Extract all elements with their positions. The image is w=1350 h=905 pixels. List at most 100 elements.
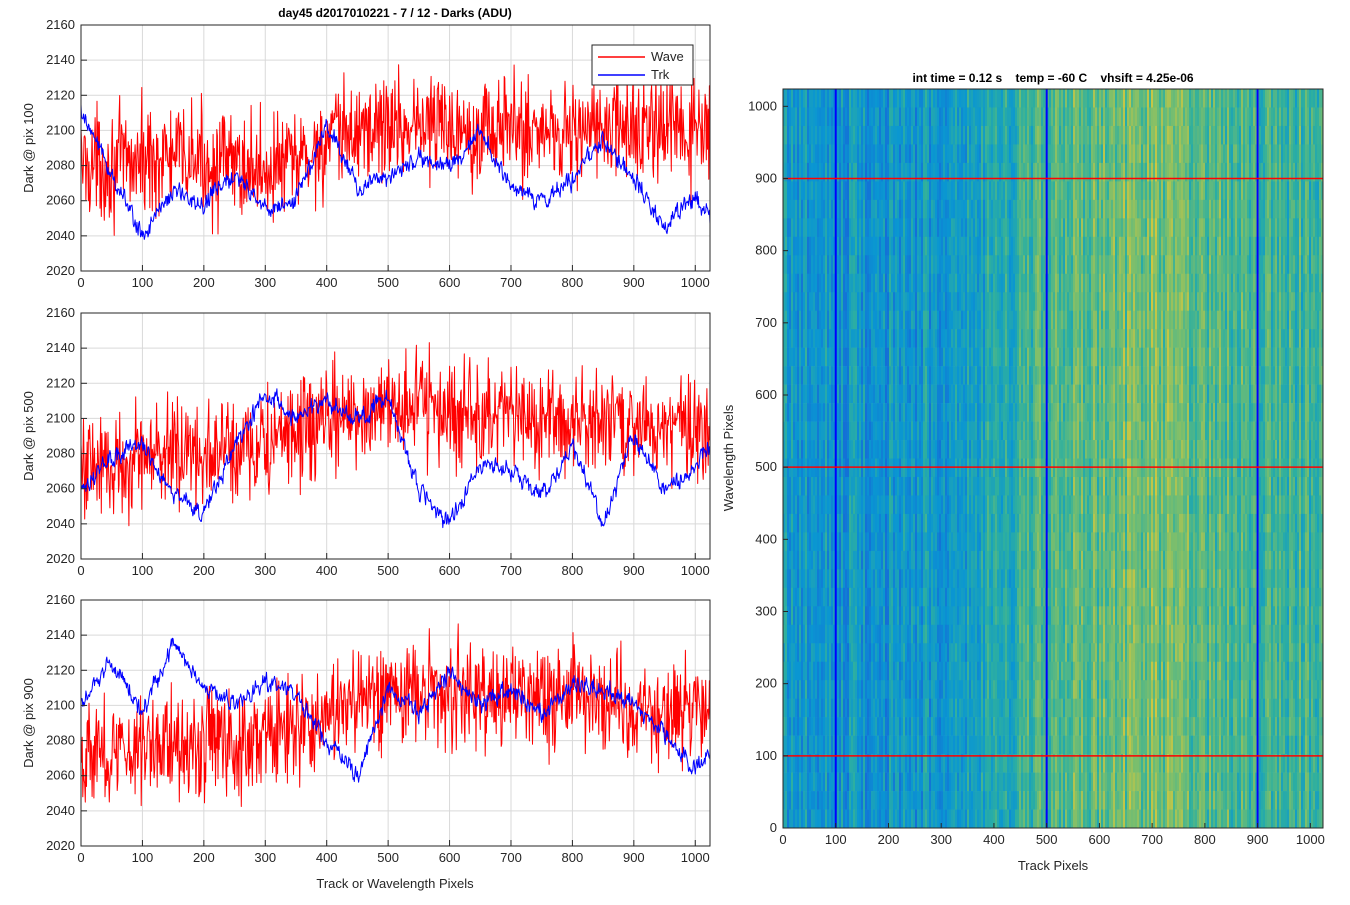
heatmap-cell <box>797 606 799 625</box>
heatmap-cell <box>923 532 925 551</box>
heatmap-cell <box>797 218 799 237</box>
heatmap-cell <box>965 440 967 459</box>
heatmap-cell <box>941 514 943 533</box>
heatmap-cell <box>891 366 893 385</box>
heatmap-cell <box>877 107 879 126</box>
heatmap-cell <box>803 274 805 293</box>
heatmap-cell <box>875 662 877 681</box>
heatmap-cell <box>887 440 889 459</box>
heatmap-cell <box>873 495 875 514</box>
heatmap-cell <box>917 126 919 145</box>
heatmap-cell <box>865 736 867 755</box>
heatmap-cell <box>919 237 921 256</box>
heatmap-cell <box>979 218 981 237</box>
heatmap-cell <box>875 348 877 367</box>
heatmap-cell <box>1005 200 1007 219</box>
heatmap-cell <box>843 422 845 441</box>
heatmap-cell <box>997 588 999 607</box>
heatmap-cell <box>1021 625 1023 644</box>
heatmap-cell <box>965 625 967 644</box>
heatmap-cell <box>1017 107 1019 126</box>
heatmap-cell <box>955 717 957 736</box>
heatmap-cell <box>851 477 853 496</box>
heatmap-cell <box>819 348 821 367</box>
heatmap-cell <box>1009 181 1011 200</box>
heatmap-cell <box>967 791 969 810</box>
heatmap-cell <box>855 89 857 108</box>
heatmap-cell <box>849 495 851 514</box>
heatmap-cell <box>819 699 821 718</box>
heatmap-cell <box>1017 532 1019 551</box>
heatmap-cell <box>787 385 789 404</box>
heatmap-cell <box>837 588 839 607</box>
heatmap-cell <box>873 218 875 237</box>
heatmap-cell <box>843 126 845 145</box>
heatmap-cell <box>865 810 867 829</box>
heatmap-cell <box>967 495 969 514</box>
heatmap-cell <box>933 588 935 607</box>
heatmap-cell <box>923 662 925 681</box>
heatmap-cell <box>1013 532 1015 551</box>
heatmap-cell <box>1017 717 1019 736</box>
heatmap-cell <box>821 440 823 459</box>
heatmap-cell <box>945 237 947 256</box>
heatmap-cell <box>793 643 795 662</box>
heatmap-cell <box>969 662 971 681</box>
heatmap-cell <box>805 237 807 256</box>
heatmap-cell <box>971 551 973 570</box>
heatmap-cell <box>829 514 831 533</box>
heatmap-cell <box>1007 329 1009 348</box>
legend-label-trk: Trk <box>651 67 670 82</box>
heatmap-cell <box>825 237 827 256</box>
heatmap-cell <box>863 200 865 219</box>
heatmap-cell <box>843 385 845 404</box>
heatmap-cell <box>1001 348 1003 367</box>
heatmap-cell <box>1019 440 1021 459</box>
heatmap-cell <box>979 366 981 385</box>
heatmap-cell <box>789 292 791 311</box>
heatmap-cell <box>941 588 943 607</box>
heatmap-cell <box>1005 717 1007 736</box>
heatmap-cell <box>823 218 825 237</box>
heatmap-cell <box>979 625 981 644</box>
heatmap-cell <box>1015 810 1017 829</box>
heatmap-cell <box>813 514 815 533</box>
heatmap-cell <box>923 625 925 644</box>
heatmap-cell <box>799 237 801 256</box>
heatmap-cell <box>1013 329 1015 348</box>
heatmap-cell <box>831 348 833 367</box>
heatmap-cell <box>1019 477 1021 496</box>
heatmap-cell <box>993 255 995 274</box>
heatmap-cell <box>861 514 863 533</box>
heatmap-cell <box>903 810 905 829</box>
heatmap-cell <box>991 717 993 736</box>
heatmap-cell <box>959 181 961 200</box>
heatmap-cell <box>913 311 915 330</box>
x-tick-label: 500 <box>377 275 399 290</box>
heatmap-cell <box>947 89 949 108</box>
heatmap-cell <box>947 569 949 588</box>
heatmap-cell <box>953 495 955 514</box>
heatmap-cell <box>973 810 975 829</box>
heatmap-cell <box>979 144 981 163</box>
heatmap-cell <box>817 366 819 385</box>
heatmap-cell <box>879 514 881 533</box>
heatmap-cell <box>991 292 993 311</box>
heatmap-cell <box>967 403 969 422</box>
heatmap-cell <box>997 348 999 367</box>
heatmap-cell <box>901 311 903 330</box>
heatmap-cell <box>867 477 869 496</box>
heatmap-cell <box>937 218 939 237</box>
heatmap-cell <box>959 643 961 662</box>
heatmap-cell <box>821 311 823 330</box>
heatmap-cell <box>909 237 911 256</box>
heatmap-cell <box>989 551 991 570</box>
heatmap-cell <box>1021 255 1023 274</box>
heatmap-cell <box>879 791 881 810</box>
heatmap-cell <box>1017 810 1019 829</box>
heatmap-cell <box>897 736 899 755</box>
heatmap-cell <box>797 477 799 496</box>
heatmap-cell <box>903 699 905 718</box>
heatmap-cell <box>977 348 979 367</box>
heatmap-cell <box>957 348 959 367</box>
